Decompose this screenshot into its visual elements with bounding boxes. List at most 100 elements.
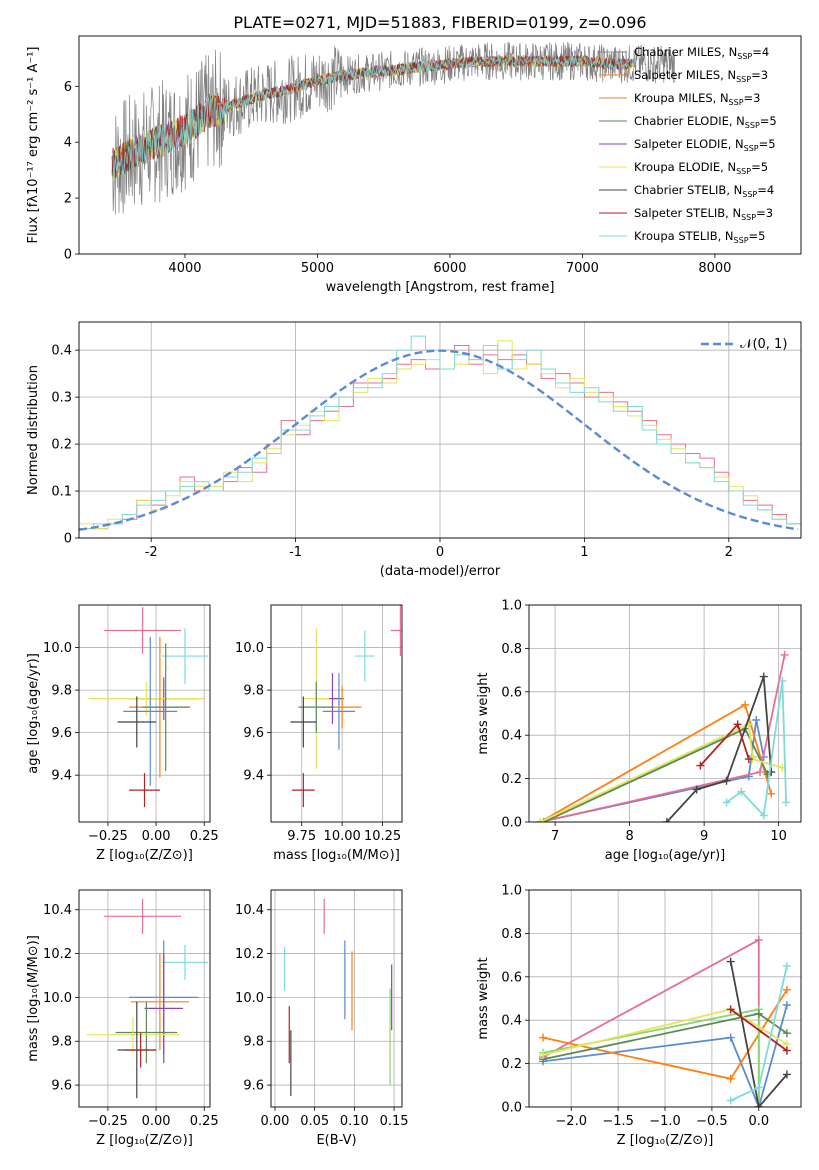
weight-series-marker <box>726 1074 735 1083</box>
weight-series-marker <box>782 798 791 807</box>
weight-series-marker <box>539 1050 548 1059</box>
age_vs_mass-xlabel: mass [log₁₀(M/M⊙)] <box>273 848 400 863</box>
mass_vs_Z-ytick-label: 9.6 <box>51 1079 72 1094</box>
weight-series-line <box>543 727 769 822</box>
weight_vs_age-ytick-label: 0.2 <box>501 772 522 787</box>
weight-series-marker <box>754 1009 763 1018</box>
legend-label: Salpeter STELIB, NSSP=3 <box>634 206 773 222</box>
mass_vs_Z-frame <box>78 889 211 1108</box>
weight_vs_age-panel: 7 8 9 10 0.0 0.2 0.4 0.6 0.8 1.0 age [log₁₀(age/yr… <box>476 599 802 863</box>
legend-label: Salpeter ELODIE, NSSP=5 <box>634 137 776 153</box>
weight_vs_age-ylabel: mass weight <box>476 672 491 754</box>
age_vs_Z-plot-area <box>88 607 209 808</box>
residual-legend: 𝒩(0, 1) <box>701 337 787 352</box>
mass_vs_Z-ytick-label: 10.0 <box>43 991 72 1006</box>
weight-series-marker <box>722 776 731 785</box>
legend-label-suffix: =4 <box>752 45 769 59</box>
mass_vs_ebv-xtick-label: 0.05 <box>300 1114 329 1129</box>
residual_hist-xtick-label: 2 <box>725 545 733 560</box>
age_vs_mass-ytick-label: 9.8 <box>243 684 264 699</box>
legend-label-suffix: =3 <box>751 68 768 82</box>
weight_vs_age-frame <box>528 604 802 823</box>
mass_vs_Z-plot-area <box>86 898 209 1099</box>
legend-label-sub: SSP <box>736 167 751 176</box>
legend-label: Chabrier STELIB, NSSP=4 <box>634 183 774 199</box>
age_vs_mass-ytick-label: 10.0 <box>235 641 264 656</box>
legend-label-sub: SSP <box>742 190 757 199</box>
legend-label-sub: SSP <box>736 75 751 84</box>
spectrum-ylabel: Flux [fλ10⁻¹⁷ erg cm⁻² s⁻¹ A⁻¹] <box>26 47 41 244</box>
weight-series-marker <box>733 720 742 729</box>
legend-label: Salpeter MILES, NSSP=3 <box>634 68 768 84</box>
weight_vs_age-xlabel: age [log₁₀(age/yr)] <box>605 848 726 863</box>
weight_vs_age-xtick-label: 7 <box>551 829 559 844</box>
spectrum-xtick-label: 4000 <box>168 261 201 276</box>
weight-series-marker <box>752 716 761 725</box>
age_vs_mass-ytick-label: 9.6 <box>243 726 264 741</box>
weight-series-marker <box>756 768 765 777</box>
age_vs_Z-xlabel: Z [log₁₀(Z/Z⊙)] <box>96 848 193 863</box>
weight-series-marker <box>759 811 768 820</box>
residual_hist-frame <box>78 321 802 539</box>
legend-label-sub: SSP <box>729 98 744 107</box>
weight-series-marker <box>782 1046 791 1055</box>
weight_vs_Z-xlabel: Z [log₁₀(Z/Z⊙)] <box>617 1133 714 1148</box>
mass_vs_Z-ytick-label: 10.4 <box>43 903 72 918</box>
weight-series-marker <box>782 1029 791 1038</box>
weight_vs_age-xtick-label: 9 <box>700 829 708 844</box>
residual_hist-xtick-label: 1 <box>580 545 588 560</box>
weight-series-marker <box>536 818 545 822</box>
age_vs_Z-ytick-label: 9.6 <box>51 726 72 741</box>
weight_vs_age-xtick-label: 10 <box>770 829 787 844</box>
spectrum-xtick-label: 8000 <box>698 261 731 276</box>
weight-series-marker <box>778 676 787 685</box>
legend-label: Kroupa ELODIE, NSSP=5 <box>634 160 768 176</box>
mass_vs_Z-xtick-label: 0.25 <box>190 1114 219 1129</box>
mass_vs_ebv-xtick-label: 0.10 <box>340 1114 369 1129</box>
weight_vs_age-xtick-label: 8 <box>625 829 633 844</box>
weight_vs_Z-xtick-label: 0.0 <box>748 1114 769 1129</box>
weight-series-line <box>542 938 760 1107</box>
spectrum-xtick-label: 5000 <box>301 261 334 276</box>
weight-series-marker <box>692 785 701 794</box>
legend-label-suffix: =4 <box>757 183 774 197</box>
weight_vs_Z-xtick-label: −1.0 <box>649 1114 681 1129</box>
mass_vs_ebv-plot-area <box>283 898 393 1097</box>
normal-curve-line <box>79 349 799 531</box>
residual_hist-xtick-label: 0 <box>436 545 444 560</box>
weight-series-line <box>729 961 788 1107</box>
spectrum-xlabel: wavelength [Angstrom, rest frame] <box>326 280 555 295</box>
model-spectrum-line <box>111 54 636 180</box>
residual_hist-xlabel: (data-model)/error <box>380 564 501 579</box>
spectrum-frame <box>78 35 802 255</box>
age_vs_mass-xtick-label: 10.00 <box>324 829 361 844</box>
weight-series-marker <box>754 1103 763 1107</box>
residual_hist-xtick-label: -2 <box>145 545 158 560</box>
weight-series-marker <box>759 672 768 681</box>
weight-series-marker <box>726 1033 735 1042</box>
age_vs_Z-xtick-label: −0.25 <box>88 829 128 844</box>
weight_vs_age-plot-area <box>536 650 791 822</box>
mass_vs_Z-xlabel: Z [log₁₀(Z/Z⊙)] <box>96 1133 193 1148</box>
residual_hist-xtick-label: -1 <box>289 545 302 560</box>
weight_vs_age-ytick-label: 1.0 <box>501 599 522 614</box>
weight-series-line <box>539 723 783 822</box>
residual_hist-ytick-label: 0.4 <box>51 344 72 359</box>
legend-label: Kroupa MILES, NSSP=3 <box>634 91 760 107</box>
legend-label-sub: SSP <box>745 121 760 130</box>
weight-series-marker <box>722 798 731 807</box>
weight-series-marker <box>767 768 776 777</box>
weight-series-marker <box>696 761 705 770</box>
histogram-series <box>79 335 801 538</box>
legend-label: Kroupa STELIB, NSSP=5 <box>634 229 765 245</box>
age_vs_Z-xtick-label: 0.25 <box>190 829 219 844</box>
mass_vs_Z-panel: −0.25 0.00 0.25 9.6 9.8 10.0 10.2 10.4 Z [log₁₀(… <box>26 889 219 1148</box>
age_vs_mass-ytick-label: 9.4 <box>243 769 264 784</box>
mass_vs_Z-xtick-label: −0.25 <box>88 1114 128 1129</box>
weight-series-marker <box>782 985 791 994</box>
weight-series-marker <box>662 818 671 822</box>
residual_hist-ytick-label: 0.2 <box>51 438 72 453</box>
legend-label-suffix: =5 <box>751 160 768 174</box>
spectrum-ytick-label: 2 <box>64 192 72 207</box>
